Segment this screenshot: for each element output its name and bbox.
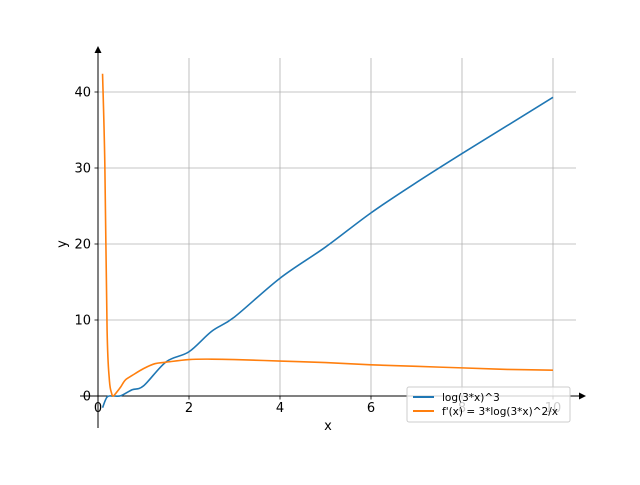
x-tick-label: 6 (367, 401, 375, 416)
y-tick-label: 10 (74, 314, 91, 329)
series-line-2 (101, 73, 554, 397)
x-axis-label: x (324, 419, 332, 434)
y-axis-label: y (55, 240, 70, 248)
axes (80, 46, 586, 428)
x-tick-label: 4 (276, 401, 284, 416)
x-tick-label: 2 (185, 401, 193, 416)
y-tick-label: 0 (83, 390, 91, 405)
grid (98, 58, 576, 396)
y-tick-label: 40 (74, 86, 91, 101)
legend-label-series-2: f'(x) = 3*log(3*x)^2/x (442, 406, 558, 418)
legend-label-series-1: log(3*x)^3 (442, 392, 500, 404)
y-tick-label: 30 (74, 162, 91, 177)
x-axis-arrow (579, 392, 586, 400)
series (101, 73, 554, 409)
y-tick-label: 20 (74, 238, 91, 253)
series-line-1 (101, 96, 554, 409)
x-tick-label: 0 (94, 401, 102, 416)
legend: log(3*x)^3 f'(x) = 3*log(3*x)^2/x (406, 386, 571, 423)
legend-frame (406, 386, 571, 423)
y-axis-arrow (94, 46, 102, 53)
